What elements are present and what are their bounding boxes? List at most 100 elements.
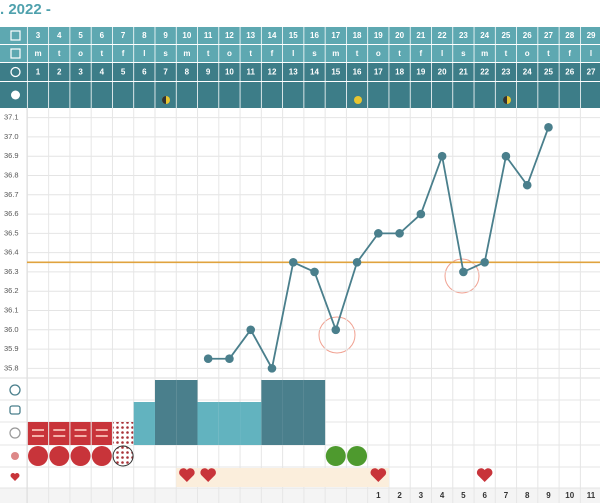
date-label: 25 [501,31,510,40]
y-tick-label: 36.8 [4,170,19,179]
weekday-label: o [525,49,530,58]
date-label: 16 [310,31,319,40]
bleed-dot [70,446,91,466]
cycle-day-label: 10 [225,68,234,77]
cycle-day-label: 14 [310,68,319,77]
y-tick-label: 36.3 [4,267,19,276]
y-tick-label: 36.2 [4,286,19,295]
hand-circle [318,316,356,354]
footer-row [0,488,600,503]
date-label: 9 [163,31,168,40]
fertile-band [176,468,389,487]
cycle-day-label: 18 [395,68,404,77]
y-tick-label: 36.9 [4,151,19,160]
cycle-day-label: 11 [246,68,255,77]
weekday-label: f [420,49,423,58]
stripe [74,429,87,431]
temperature-point [501,151,511,161]
cycle-day-label: 19 [416,68,425,77]
bleed-dot [91,446,112,466]
temperature-point [267,364,277,373]
weekday-label: l [590,49,592,58]
cycle-day-label: 7 [163,68,168,77]
bleed-bar [49,422,70,445]
cycle-day-label: 27 [587,68,596,77]
title: . 2022 - [0,1,51,18]
bleed-bar [91,422,112,445]
footer-day: 6 [482,491,487,500]
y-tick-label: 36.6 [4,209,19,218]
fluid-bar [261,380,283,445]
bleed-dot [49,446,70,466]
cycle-day-label: 12 [268,68,277,77]
icon [9,427,21,439]
date-label: 26 [523,31,532,40]
date-label: 12 [225,31,234,40]
date-label: 8 [142,31,147,40]
date-label: 10 [182,31,191,40]
y-tick-label: 36.4 [4,248,19,257]
date-label: 21 [416,31,425,40]
footer-day: 1 [376,491,381,500]
y-tick-label: 35.9 [4,344,19,353]
cycle-day-label: 25 [544,68,553,77]
weekday-label: s [461,49,466,58]
full-moon [354,96,362,104]
temperature-point [437,151,447,161]
footer-day: 9 [546,491,551,500]
spotting-dot [112,445,134,467]
fluid-bar [154,380,177,445]
footer-day: 5 [461,491,466,500]
heart-icon [10,473,20,481]
weekday-label: m [332,49,339,58]
cycle-day-label: 5 [121,68,126,77]
cycle-day-label: 16 [353,68,362,77]
weekday-label: t [356,49,359,58]
moon-icon [11,90,20,100]
cycle-day-label: 26 [565,68,574,77]
weekday-label: m [34,49,41,58]
heart [370,468,387,482]
cycle-row [0,63,600,81]
weekday-label: f [271,49,274,58]
date-label: 5 [78,31,83,40]
cycle-day-label: 4 [100,68,105,77]
temperature-point [225,354,234,364]
y-tick-label: 36.5 [4,228,19,237]
fluid-bar [240,402,262,445]
heart [179,468,195,482]
green-dot [347,446,368,466]
fluid-bar [218,402,241,445]
bleed-bar [27,422,49,445]
cycle-day-label: 3 [78,68,83,77]
weekday-label: s [163,49,168,58]
weekday-label: m [481,49,488,58]
date-label: 6 [100,31,105,40]
temperature-point [203,354,213,364]
date-label: 3 [36,31,41,40]
icon [9,405,21,415]
date-label: 27 [544,31,553,40]
y-tick-label: 37.1 [4,113,19,122]
weekday-label: t [505,49,508,58]
date-label: 23 [459,31,468,40]
date-label: 22 [438,31,447,40]
temperature-point [331,325,341,335]
temperature-point [288,257,298,267]
cycle-day-label: 1 [36,68,41,77]
cycle-day-label: 22 [480,68,489,77]
moon-row [0,82,600,108]
date-label: 19 [374,31,383,40]
date-label: 18 [353,31,362,40]
weekday-label: l [143,49,145,58]
stripe [53,435,66,437]
temperature-point [352,257,362,267]
y-tick-label: 35.8 [4,363,19,372]
temperature-point [374,229,383,238]
weekday-label: l [292,49,294,58]
fluid-bar [282,380,304,445]
stripe [32,435,44,437]
footer-day: 2 [397,491,402,500]
date-row [0,27,600,44]
